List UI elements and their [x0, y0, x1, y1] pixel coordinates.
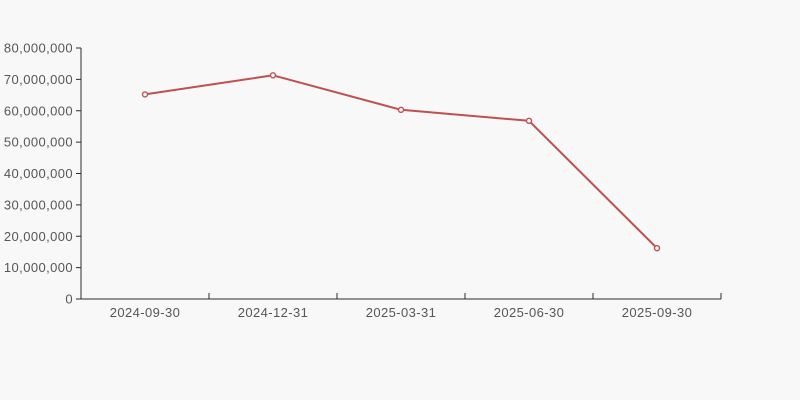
x-axis-tick-label: 2024-09-30	[110, 305, 181, 320]
y-axis-tick-label: 10,000,000	[4, 260, 73, 275]
y-axis-tick-label: 20,000,000	[4, 229, 73, 244]
x-axis-tick-label: 2025-09-30	[622, 305, 693, 320]
data-point-marker	[269, 72, 277, 79]
data-point-marker	[525, 117, 533, 125]
data-point-marker	[397, 106, 405, 114]
y-axis-tick-label: 50,000,000	[4, 135, 73, 150]
series-line	[144, 74, 658, 250]
data-point-marker	[653, 244, 661, 252]
y-axis-tick-label: 80,000,000	[4, 41, 73, 56]
x-axis-tick-label: 2025-06-30	[494, 305, 565, 320]
x-axis-tick-label: 2024-12-31	[238, 305, 309, 320]
y-axis-tick-label: 70,000,000	[4, 72, 73, 87]
data-point-marker	[141, 91, 149, 98]
y-axis-tick-label: 40,000,000	[4, 166, 73, 181]
y-axis-tick-label: 60,000,000	[4, 103, 73, 118]
x-axis-tick-label: 2025-03-31	[366, 305, 437, 320]
y-axis-tick-label: 30,000,000	[4, 197, 73, 212]
y-axis-tick-label: 0	[65, 292, 73, 307]
